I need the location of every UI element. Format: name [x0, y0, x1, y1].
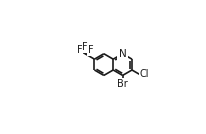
Text: F: F [87, 45, 93, 55]
Text: F: F [76, 45, 82, 55]
Text: Cl: Cl [139, 69, 148, 79]
Text: F: F [82, 42, 87, 52]
Text: Br: Br [117, 79, 127, 89]
Text: N: N [118, 49, 126, 59]
